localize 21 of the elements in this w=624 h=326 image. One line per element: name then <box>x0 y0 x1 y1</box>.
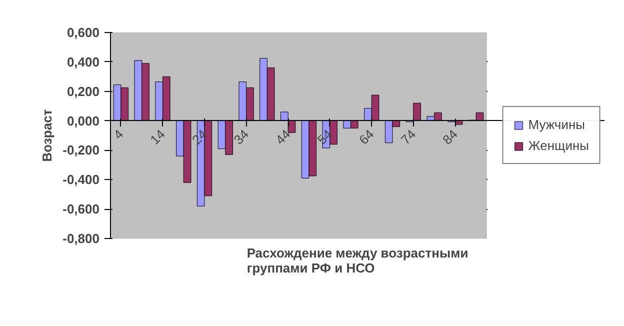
x-tick-label: 84 <box>440 126 460 148</box>
y-tick-label: -0,800 <box>62 231 100 246</box>
legend-label: Мужчины <box>528 117 585 132</box>
x-tick-label: 14 <box>147 126 168 148</box>
y-tick-label: -0,600 <box>62 202 100 217</box>
x-tick-label: 64 <box>356 126 377 148</box>
y-tick-label: 0,600 <box>66 25 100 40</box>
x-axis-title: Расхождение между возрастными группами РФ и НСО <box>246 246 468 276</box>
y-tick-label: -0,400 <box>62 172 100 188</box>
y-tick-label: -0,200 <box>62 142 100 158</box>
y-tick-label: 0,000 <box>66 113 100 128</box>
y-axis-title: Возраст <box>40 109 55 162</box>
x-tick-label: 44 <box>272 126 294 148</box>
x-tick-label: 54 <box>314 126 336 148</box>
x-tick-label: 4 <box>110 126 126 142</box>
x-tick-label: 74 <box>398 126 419 148</box>
y-tick-label: 0,400 <box>66 54 100 70</box>
x-tick-label: 24 <box>188 126 210 148</box>
y-tick-label: 0,200 <box>66 84 100 99</box>
x-tick-label: 34 <box>230 126 252 148</box>
legend-label: Женщины <box>528 138 589 153</box>
